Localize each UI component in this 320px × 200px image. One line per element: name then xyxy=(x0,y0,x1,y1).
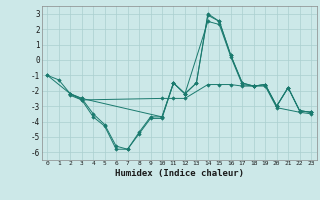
X-axis label: Humidex (Indice chaleur): Humidex (Indice chaleur) xyxy=(115,169,244,178)
